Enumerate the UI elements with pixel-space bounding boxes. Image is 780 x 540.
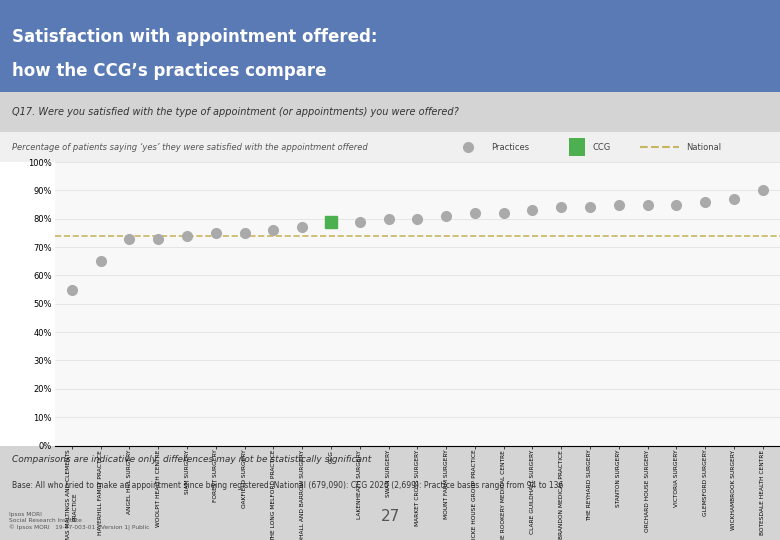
Text: Q17. Were you satisfied with the type of appointment (or appointments) you were : Q17. Were you satisfied with the type of… (12, 107, 459, 117)
Text: Comparisons are indicative only: differences may not be statistically significan: Comparisons are indicative only: differe… (12, 455, 371, 464)
Bar (569, 138, 585, 156)
Text: National: National (686, 143, 722, 152)
Text: how the CCG’s practices compare: how the CCG’s practices compare (12, 62, 326, 79)
Text: Practices: Practices (491, 143, 530, 152)
Text: 27: 27 (381, 509, 399, 524)
Text: Ipsos MORI
Social Research Institute
© Ipsos MORI   19-07-003-01 | Version 1| Pu: Ipsos MORI Social Research Institute © I… (9, 512, 150, 531)
Text: CCG: CCG (593, 143, 611, 152)
Text: Percentage of patients saying ‘yes’ they were satisfied with the appointment off: Percentage of patients saying ‘yes’ they… (12, 143, 367, 152)
Text: Satisfaction with appointment offered:: Satisfaction with appointment offered: (12, 28, 378, 45)
Text: Base: All who tried to make an appointment since being registered: National (679: Base: All who tried to make an appointme… (12, 482, 563, 490)
